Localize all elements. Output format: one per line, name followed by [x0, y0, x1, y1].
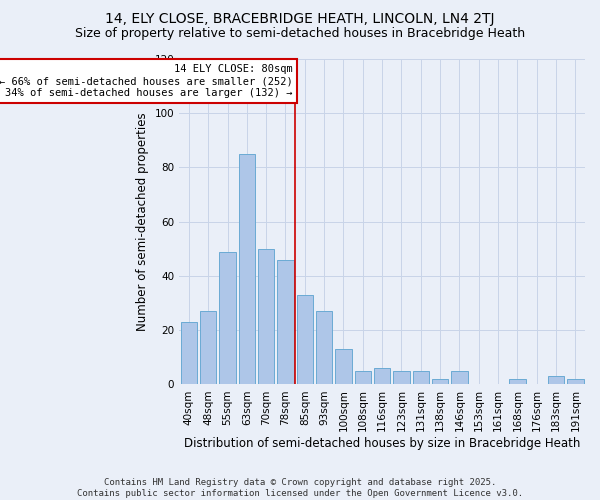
Bar: [277, 260, 294, 384]
Bar: [355, 371, 371, 384]
Bar: [200, 311, 217, 384]
Bar: [393, 371, 410, 384]
Text: 14, ELY CLOSE, BRACEBRIDGE HEATH, LINCOLN, LN4 2TJ: 14, ELY CLOSE, BRACEBRIDGE HEATH, LINCOL…: [105, 12, 495, 26]
Text: Size of property relative to semi-detached houses in Bracebridge Heath: Size of property relative to semi-detach…: [75, 28, 525, 40]
Bar: [258, 249, 274, 384]
Bar: [316, 311, 332, 384]
Bar: [413, 371, 429, 384]
Bar: [451, 371, 467, 384]
Y-axis label: Number of semi-detached properties: Number of semi-detached properties: [136, 112, 149, 331]
Bar: [335, 349, 352, 384]
Bar: [548, 376, 564, 384]
Bar: [220, 252, 236, 384]
Text: 14 ELY CLOSE: 80sqm
← 66% of semi-detached houses are smaller (252)
34% of semi-: 14 ELY CLOSE: 80sqm ← 66% of semi-detach…: [0, 64, 292, 98]
X-axis label: Distribution of semi-detached houses by size in Bracebridge Heath: Distribution of semi-detached houses by …: [184, 437, 580, 450]
Bar: [374, 368, 391, 384]
Bar: [432, 379, 448, 384]
Bar: [509, 379, 526, 384]
Bar: [567, 379, 584, 384]
Bar: [239, 154, 255, 384]
Bar: [296, 295, 313, 384]
Text: Contains HM Land Registry data © Crown copyright and database right 2025.
Contai: Contains HM Land Registry data © Crown c…: [77, 478, 523, 498]
Bar: [181, 322, 197, 384]
